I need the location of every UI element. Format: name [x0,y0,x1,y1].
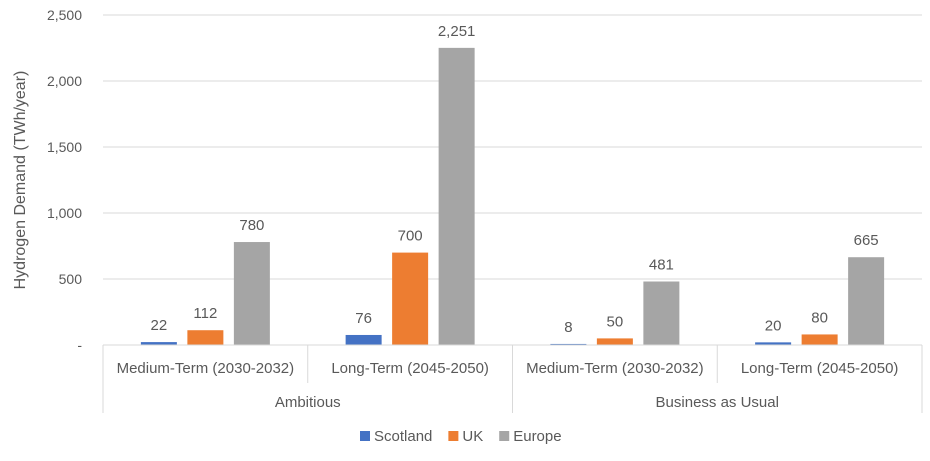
gridlines [103,14,922,280]
legend-swatch [360,431,370,441]
bar [550,343,587,345]
data-label: 76 [355,310,372,327]
bar [438,47,475,345]
legend-swatch [499,431,510,441]
bar [596,338,633,345]
data-label: 2,251 [438,23,476,40]
group-label: Business as Usual [656,394,779,411]
bar [392,252,429,345]
bar [848,257,885,345]
x-tick-label: Long-Term (2045-2050) [741,360,899,377]
axes: - 500 1,000 1,500 2,000 2,500 Hydrogen Demand … [12,7,923,413]
bar [755,342,792,345]
legend: Scotland UK Europe [360,428,562,445]
data-label: 481 [649,257,674,274]
x-tick-label: Long-Term (2045-2050) [331,360,489,377]
data-label: 700 [398,228,423,245]
y-tick-label: 2,500 [47,7,82,23]
data-label: 50 [607,313,624,330]
bar [187,330,224,345]
data-label: 80 [811,309,828,326]
data-label: 112 [193,305,217,322]
y-tick-label: 1,000 [47,205,82,221]
data-label: 780 [239,217,264,234]
x-tick-label: Medium-Term (2030-2032) [117,360,295,377]
y-axis-title: Hydrogen Demand (TWh/year) [12,71,29,290]
data-label: 22 [151,317,168,334]
legend-label: Europe [513,428,561,445]
bar [643,281,680,345]
legend-label: Scotland [374,428,432,445]
bar [345,334,382,345]
legend-swatch [448,431,459,441]
bars [140,47,885,345]
legend-label: UK [462,428,483,445]
group-label: Ambitious [275,394,341,411]
y-tick-label: 1,500 [47,139,82,155]
data-label: 8 [564,319,572,336]
data-label: 20 [765,317,782,334]
bar [233,242,270,345]
y-tick-label: 500 [59,271,83,287]
x-tick-label: Medium-Term (2030-2032) [526,360,704,377]
bar [801,334,838,345]
data-label: 665 [854,232,879,249]
bar [140,342,177,345]
data-labels: 22 112 780 76 700 2,251 8 50 481 20 80 665 [151,23,879,336]
y-tick-label: - [77,337,82,353]
y-tick-label: 2,000 [47,73,82,89]
